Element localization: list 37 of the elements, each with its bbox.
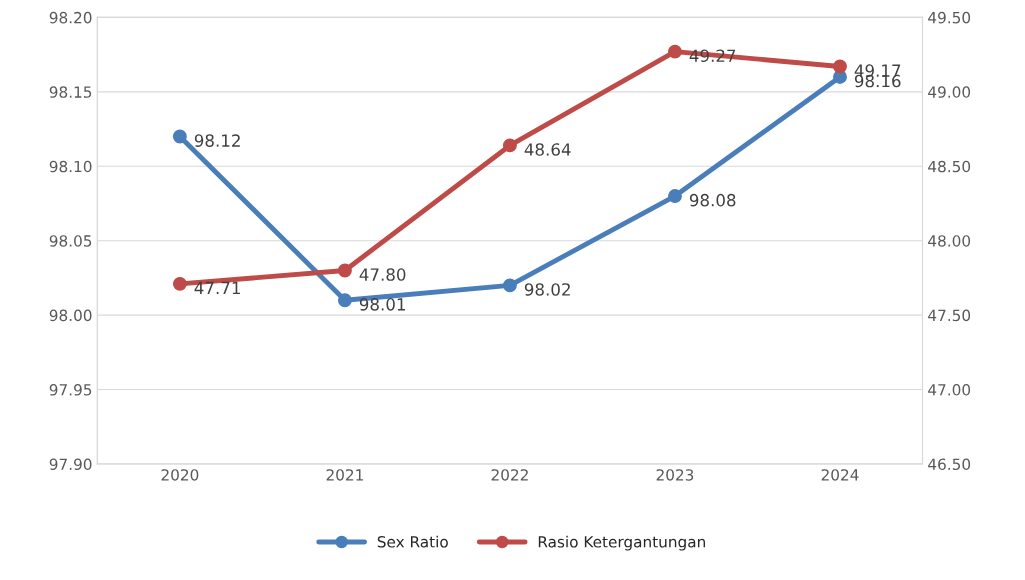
y-tick-label: 97.95 bbox=[49, 384, 92, 396]
point bbox=[502, 138, 517, 153]
point bbox=[337, 293, 352, 308]
y-tick-label: 98.20 bbox=[49, 11, 92, 24]
y2-tick-label: 49.00 bbox=[928, 86, 971, 98]
y2-tick-label: 49.50 bbox=[928, 11, 971, 24]
point bbox=[172, 129, 187, 144]
data-label: 47.80 bbox=[359, 268, 406, 281]
y-tick-label: 98.10 bbox=[49, 160, 92, 173]
point bbox=[833, 59, 847, 74]
y2-tick-label: 47.00 bbox=[928, 384, 971, 396]
legend-label: Sex Ratio bbox=[377, 535, 448, 548]
data-label: 98.12 bbox=[194, 134, 240, 147]
point bbox=[668, 189, 682, 203]
y2-tick-label: 48.00 bbox=[928, 235, 971, 247]
x-tick-label: 2020 bbox=[161, 469, 199, 481]
data-label: 98.01 bbox=[359, 298, 405, 311]
x-tick-label: 2021 bbox=[326, 469, 363, 481]
data-label: 98.02 bbox=[524, 283, 570, 296]
point bbox=[668, 44, 682, 59]
x-tick-label: 2024 bbox=[821, 469, 859, 481]
data-label: 98.08 bbox=[689, 193, 736, 207]
point bbox=[502, 278, 517, 293]
legend-label: Rasio Ketergantungan bbox=[538, 535, 705, 551]
x-tick-label: 2023 bbox=[656, 469, 694, 481]
y2-tick-label: 46.50 bbox=[928, 458, 971, 471]
point bbox=[172, 276, 187, 291]
y-tick-label: 98.05 bbox=[49, 235, 92, 247]
x-tick-label: 2022 bbox=[491, 469, 528, 481]
data-label: 48.64 bbox=[524, 143, 571, 156]
y2-tick-label: 47.50 bbox=[928, 309, 971, 322]
y-tick-label: 98.15 bbox=[49, 86, 92, 98]
data-label: 47.71 bbox=[194, 281, 240, 295]
y2-tick-label: 48.50 bbox=[928, 160, 971, 173]
y-tick-label: 98.00 bbox=[49, 309, 92, 322]
point bbox=[337, 263, 352, 278]
y-tick-label: 97.90 bbox=[49, 458, 92, 471]
